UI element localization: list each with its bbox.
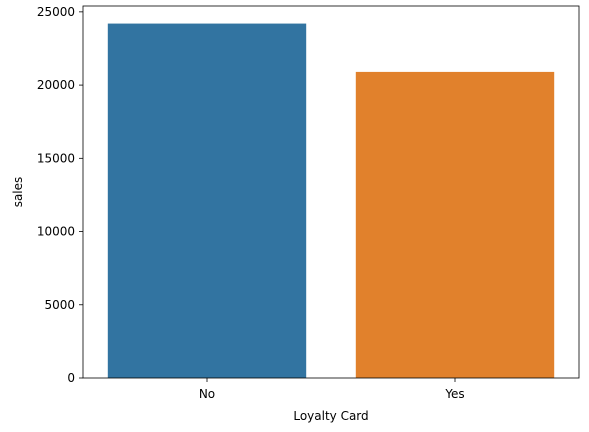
x-tick-label: Yes [444,387,464,401]
x-axis-label: Loyalty Card [293,409,368,423]
bar-yes [355,71,555,378]
plot-frame [82,5,580,379]
y-tick-label: 10000 [37,225,75,239]
y-axis-label: sales [11,177,25,208]
bar-no [107,23,307,379]
x-tick-label: No [199,387,215,401]
y-tick-label: 25000 [37,5,75,19]
y-tick-label: 5000 [44,298,75,312]
bars-group [107,23,555,379]
y-tick-label: 15000 [37,151,75,165]
y-tick-label: 0 [67,371,75,385]
y-axis-ticks: 0 5000 10000 15000 20000 25000 [37,5,83,385]
x-axis-ticks: No Yes [199,378,465,401]
y-tick-label: 20000 [37,78,75,92]
